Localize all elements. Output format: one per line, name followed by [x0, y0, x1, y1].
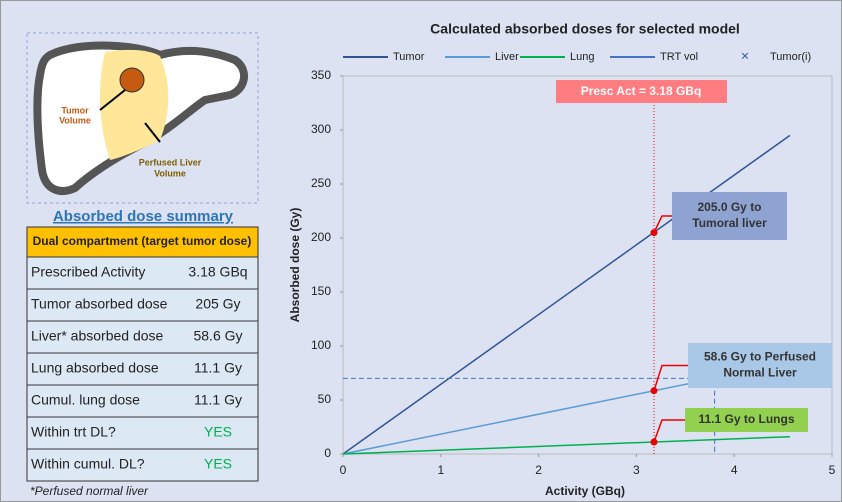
y-tick-label: 50	[318, 392, 332, 406]
x-axis-label: Activity (GBq)	[545, 484, 625, 498]
table-cell: Within cumul. DL?	[31, 456, 145, 472]
screen: Tumor Volume Perfused Liver Volume Absor…	[0, 0, 842, 502]
annotation-point	[651, 387, 658, 394]
y-tick-label: 350	[311, 68, 331, 82]
x-tick-label: 5	[829, 463, 836, 477]
y-axis-label: Absorbed dose (Gy)	[288, 208, 302, 323]
table-cell: Prescribed Activity	[31, 264, 145, 280]
table-cell: 205 Gy	[195, 296, 240, 312]
summary-title: Absorbed dose summary	[53, 208, 234, 225]
y-tick-label: 250	[311, 176, 331, 190]
table-cell: Liver* absorbed dose	[31, 328, 164, 344]
callout-text: Normal Liver	[723, 366, 797, 380]
tumor	[120, 68, 144, 92]
annotation-point	[651, 439, 658, 446]
x-tick-label: 4	[731, 463, 738, 477]
table-cell: YES	[204, 424, 232, 440]
y-tick-label: 150	[311, 284, 331, 298]
x-tick-label: 1	[437, 463, 444, 477]
table-cell: YES	[204, 456, 232, 472]
legend-label: Tumor	[393, 51, 425, 63]
table-cell: 11.1 Gy	[194, 360, 242, 376]
prescription-label: Presc Act = 3.18 GBq	[581, 84, 702, 98]
table-cell: 11.1 Gy	[194, 392, 242, 408]
legend-label: Tumor(i)	[770, 51, 811, 63]
x-tick-label: 3	[633, 463, 640, 477]
liver-label: Perfused Liver	[139, 157, 202, 167]
liver-label: Volume	[154, 168, 186, 178]
legend-marker: ×	[741, 48, 749, 64]
callout-text: 58.6 Gy to Perfused	[704, 350, 816, 364]
tumor-label: Tumor	[61, 105, 89, 115]
table-header: Dual compartment (target tumor dose)	[33, 234, 252, 248]
callout-text: Tumoral liver	[692, 216, 767, 230]
callout-text: 11.1 Gy to Lungs	[698, 412, 794, 426]
chart-title: Calculated absorbed doses for selected m…	[430, 21, 740, 37]
legend-label: TRT vol	[660, 51, 698, 63]
y-tick-label: 100	[311, 338, 331, 352]
table-cell: Tumor absorbed dose	[31, 296, 168, 312]
table-cell: 58.6 Gy	[193, 328, 242, 344]
x-tick-label: 2	[535, 463, 542, 477]
table-cell: 3.18 GBq	[188, 264, 247, 280]
y-tick-label: 200	[311, 230, 331, 244]
callout-text: 205.0 Gy to	[697, 200, 761, 214]
tumor-label: Volume	[59, 115, 91, 125]
x-tick-label: 0	[340, 463, 347, 477]
table-cell: Lung absorbed dose	[31, 360, 159, 376]
footnote: *Perfused normal liver	[30, 484, 149, 498]
y-tick-label: 300	[311, 122, 331, 136]
legend-label: Lung	[570, 51, 594, 63]
table-cell: Cumul. lung dose	[31, 392, 140, 408]
legend-label: Liver	[495, 51, 519, 63]
y-tick-label: 0	[324, 446, 331, 460]
annotation-point	[651, 229, 658, 236]
table-cell: Within trt DL?	[31, 424, 116, 440]
